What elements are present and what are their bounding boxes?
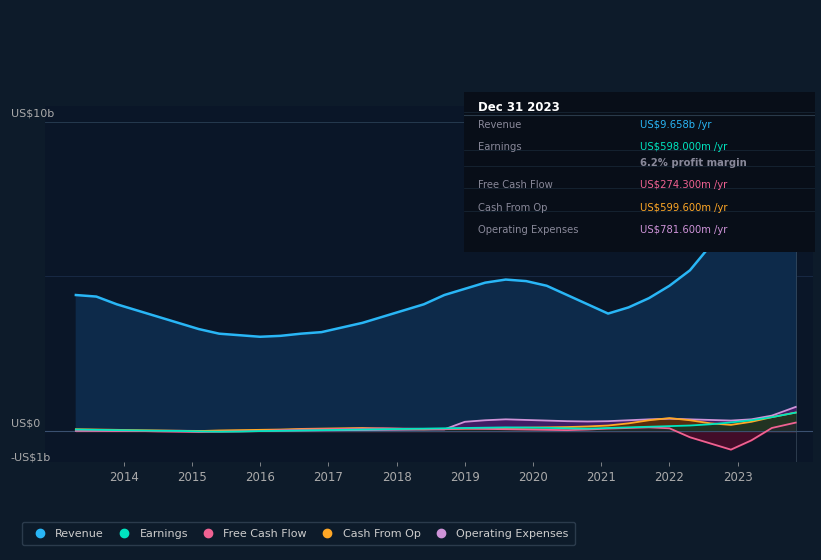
Text: US$599.600m /yr: US$599.600m /yr	[640, 203, 727, 213]
Text: US$9.658b /yr: US$9.658b /yr	[640, 119, 711, 129]
Text: US$781.600m /yr: US$781.600m /yr	[640, 225, 727, 235]
Text: US$598.000m /yr: US$598.000m /yr	[640, 142, 727, 152]
Text: 6.2% profit margin: 6.2% profit margin	[640, 158, 746, 168]
Text: US$10b: US$10b	[11, 109, 54, 119]
Text: US$0: US$0	[11, 419, 40, 429]
Legend: Revenue, Earnings, Free Cash Flow, Cash From Op, Operating Expenses: Revenue, Earnings, Free Cash Flow, Cash …	[22, 522, 576, 545]
Text: Operating Expenses: Operating Expenses	[478, 225, 579, 235]
Text: Free Cash Flow: Free Cash Flow	[478, 180, 553, 190]
Text: -US$1b: -US$1b	[11, 452, 51, 463]
Text: Earnings: Earnings	[478, 142, 521, 152]
Text: Revenue: Revenue	[478, 119, 521, 129]
Text: US$274.300m /yr: US$274.300m /yr	[640, 180, 727, 190]
Text: Dec 31 2023: Dec 31 2023	[478, 101, 560, 114]
Text: Cash From Op: Cash From Op	[478, 203, 548, 213]
